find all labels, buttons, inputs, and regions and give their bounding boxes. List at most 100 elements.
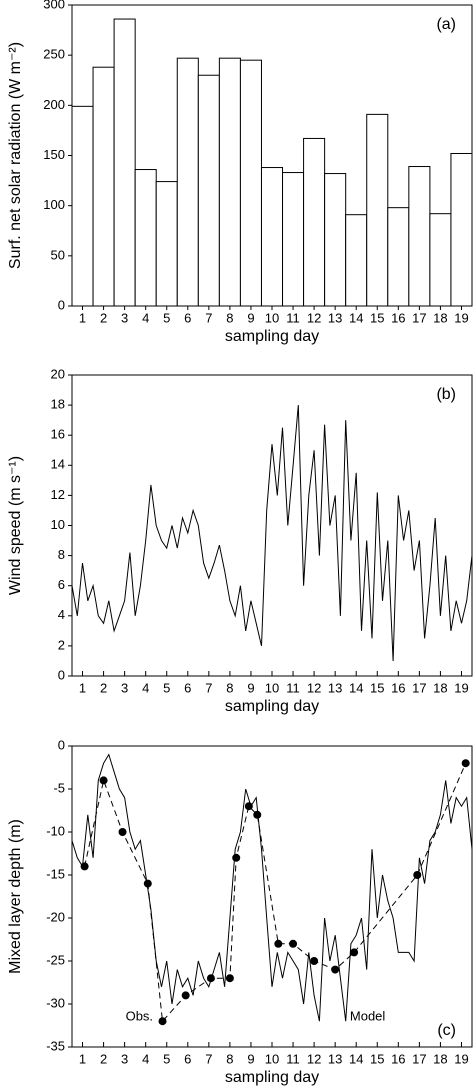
bar: [450, 152, 473, 307]
x-tick-label: 7: [205, 1051, 212, 1066]
y-tick-label: -15: [46, 866, 65, 881]
y-tick-label: -10: [46, 823, 65, 838]
x-tick-label: 19: [454, 1051, 468, 1066]
y-tick-label: 0: [58, 667, 65, 682]
y-tick-label: 200: [43, 97, 65, 112]
y-tick-label: 50: [51, 247, 65, 262]
x-tick-label: 13: [328, 680, 342, 695]
x-tick-label: 10: [265, 680, 279, 695]
y-axis-label: Wind speed (m s⁻¹): [7, 456, 24, 595]
x-tick-label: 9: [247, 680, 254, 695]
bar: [71, 105, 94, 307]
marker: [331, 965, 340, 974]
x-tick-label: 2: [100, 680, 107, 695]
x-tick-label: 9: [247, 310, 254, 325]
bar: [260, 167, 284, 307]
x-tick-label: 17: [412, 1051, 426, 1066]
marker: [99, 776, 108, 785]
x-tick-label: 17: [412, 680, 426, 695]
panel-label: (a): [436, 16, 456, 33]
bar: [239, 59, 262, 307]
x-tick-label: 11: [286, 680, 300, 695]
x-tick-label: 18: [433, 680, 447, 695]
x-tick-label: 4: [142, 1051, 149, 1066]
plot-frame: [71, 745, 473, 1048]
x-axis-label: sampling day: [225, 328, 319, 345]
x-tick-label: 8: [226, 680, 233, 695]
y-tick-label: -20: [46, 909, 65, 924]
marker: [118, 828, 127, 836]
bar: [387, 207, 410, 307]
series-label: Model: [350, 1008, 386, 1023]
marker: [225, 974, 234, 983]
x-tick-label: 7: [205, 310, 212, 325]
plot-frame: [71, 374, 473, 677]
y-tick-label: 2: [58, 637, 65, 652]
x-tick-label: 15: [370, 680, 384, 695]
marker: [274, 939, 283, 948]
y-tick-label: 150: [43, 147, 65, 162]
x-tick-label: 12: [307, 1051, 321, 1066]
bar: [197, 74, 220, 307]
x-tick-label: 11: [286, 310, 300, 325]
y-axis-label: Mixed layer depth (m): [7, 819, 24, 974]
marker: [253, 810, 262, 819]
bar: [155, 181, 178, 307]
bar: [345, 214, 368, 307]
bar: [92, 66, 115, 307]
marker: [350, 948, 359, 957]
marker: [80, 862, 89, 871]
marker: [289, 939, 298, 948]
panel-label: (c): [437, 1022, 456, 1039]
y-tick-label: 8: [58, 547, 65, 562]
marker: [461, 759, 470, 768]
x-tick-label: 14: [349, 1051, 363, 1066]
x-tick-label: 3: [121, 1051, 128, 1066]
marker: [158, 1017, 167, 1026]
x-tick-label: 3: [121, 680, 128, 695]
y-tick-label: 10: [51, 517, 65, 532]
x-tick-label: 16: [391, 310, 405, 325]
x-tick-label: 15: [370, 1051, 384, 1066]
y-tick-label: 0: [58, 737, 65, 752]
x-tick-label: 14: [349, 310, 363, 325]
x-axis-label: sampling day: [225, 1069, 319, 1086]
bar: [218, 57, 241, 307]
x-tick-label: 14: [349, 680, 363, 695]
x-tick-label: 10: [265, 310, 279, 325]
x-tick-label: 5: [163, 310, 170, 325]
line: [71, 753, 473, 1022]
x-tick-label: 8: [226, 310, 233, 325]
x-tick-label: 4: [142, 680, 149, 695]
y-tick-label: 300: [43, 0, 65, 11]
x-tick-label: 7: [205, 680, 212, 695]
marker: [143, 879, 152, 888]
x-tick-label: 10: [265, 1051, 279, 1066]
x-tick-label: 2: [100, 310, 107, 325]
y-tick-label: -30: [46, 995, 65, 1010]
x-axis-label: sampling day: [225, 698, 319, 715]
marker: [181, 991, 190, 1000]
x-tick-label: 13: [328, 1051, 342, 1066]
y-tick-label: -25: [46, 952, 65, 967]
y-tick-label: 0: [58, 297, 65, 312]
bar: [366, 113, 389, 307]
x-tick-label: 16: [391, 680, 405, 695]
bar: [113, 18, 136, 307]
x-tick-label: 2: [100, 1051, 107, 1066]
x-tick-label: 19: [454, 680, 468, 695]
x-tick-label: 5: [163, 1051, 170, 1066]
marker: [206, 974, 215, 983]
x-tick-label: 1: [79, 310, 86, 325]
y-tick-label: 100: [43, 197, 65, 212]
x-tick-label: 6: [184, 310, 191, 325]
x-tick-label: 17: [412, 310, 426, 325]
x-tick-label: 5: [163, 680, 170, 695]
y-axis-label: Surf. net solar radiation (W m⁻²): [7, 42, 24, 269]
marker: [232, 853, 241, 862]
x-tick-label: 8: [226, 1051, 233, 1066]
x-tick-label: 16: [391, 1051, 405, 1066]
x-tick-label: 18: [433, 1051, 447, 1066]
x-tick-label: 13: [328, 310, 342, 325]
